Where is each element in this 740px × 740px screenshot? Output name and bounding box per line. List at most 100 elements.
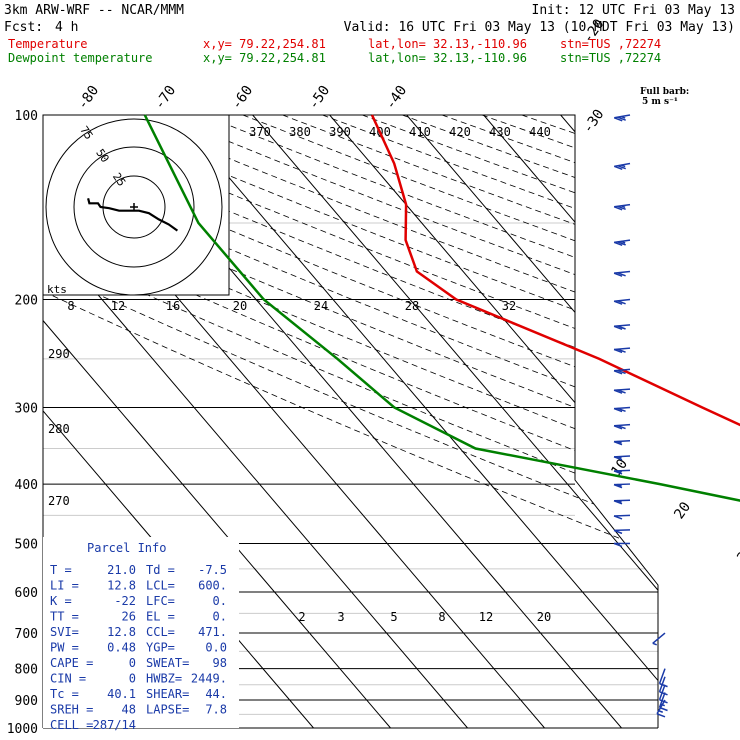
wind-barb [613, 270, 631, 277]
parcel-info-cell: LAPSE= [146, 703, 189, 717]
dewpoint-legend-stn: stn=TUS ,72274 [560, 51, 661, 65]
wind-barb [613, 455, 631, 461]
wind-barb-flag [613, 407, 623, 413]
forecast-hour: 4 h [55, 20, 78, 35]
parcel-info-cell: SHEAR= [146, 687, 189, 701]
dry-adiabat [43, 115, 658, 728]
mixing-ratio-bottom-label: 8 [438, 610, 445, 624]
mixing-ratio-bottom-label: 3 [337, 610, 344, 624]
wind-barb-shaft [613, 324, 631, 328]
parcel-info-cell: SWEAT= [146, 656, 189, 670]
mixing-ratio-bottom-label: 12 [479, 610, 493, 624]
parcel-info-cell: -22 [114, 594, 136, 608]
parcel-info-cell: LCL= [146, 579, 175, 593]
parcel-info-cell: Td = [146, 563, 175, 577]
isotherm-tick-label: -50 [306, 83, 334, 113]
wind-barb-flag [613, 456, 623, 461]
isotherm-line [43, 115, 391, 728]
mixing-ratio-bottom-label: 5 [390, 610, 397, 624]
wind-barb-flag [613, 325, 623, 331]
wind-barb-flag [617, 348, 626, 353]
parcel-info-cell: 7.8 [205, 703, 227, 717]
wind-barb-shaft [613, 469, 631, 472]
mixing-ratio-top-label: 8 [67, 299, 74, 313]
parcel-info-cell: CAPE = [50, 656, 93, 670]
wind-barb-flag [617, 407, 626, 413]
parcel-info-cell: 44. [205, 687, 227, 701]
parcel-info-cell: CIN = [50, 672, 86, 686]
plot-frame-right [43, 114, 659, 728]
parcel-info-background [43, 537, 239, 728]
wind-barb [613, 239, 631, 247]
wind-barb-half [617, 440, 622, 444]
wind-barb-flag [613, 529, 623, 535]
wind-barb-flag [613, 272, 623, 277]
wind-barb-flag [659, 682, 668, 688]
mixing-ratio-top-label: 12 [111, 299, 125, 313]
parcel-info-title: Parcel Info [87, 541, 166, 555]
parcel-info-cell: T = [50, 563, 72, 577]
wind-barb [613, 499, 631, 505]
wind-barb-flag [613, 241, 623, 247]
dry-adiabat [322, 115, 658, 728]
wind-barb-flag [617, 325, 626, 330]
theta-label: 440 [529, 125, 551, 139]
isotherm-line [637, 115, 658, 728]
isotherm-tick-label: -30 [580, 107, 608, 137]
parcel-info-cell: 2449. [191, 672, 227, 686]
parcel-info-cell: -7.5 [198, 563, 227, 577]
wind-barb [613, 423, 631, 430]
isotherm-tick-label: 10 [608, 456, 631, 479]
wind-barb-flag [617, 165, 626, 170]
wind-barb-flag [613, 542, 623, 548]
parcel-info-cell: EL = [146, 610, 175, 624]
mixing-ratio-bottom-label: 20 [537, 610, 551, 624]
wind-barb [613, 440, 631, 446]
wind-barb-shaft [613, 368, 631, 372]
dry-adiabat [43, 115, 658, 728]
isotherm-tick-label: -60 [229, 83, 257, 113]
wind-barb-shaft [613, 499, 631, 502]
isotherm-line [560, 115, 658, 728]
wind-barb-half [617, 499, 622, 503]
pressure-tick-label: 900 [15, 694, 38, 709]
wind-barb [613, 203, 631, 211]
wind-barb [613, 388, 631, 394]
dry-adiabat [43, 115, 658, 728]
wind-barb-flag [617, 116, 626, 121]
wind-barb-shaft [658, 676, 666, 693]
wind-barb-flag [613, 425, 623, 430]
wind-barb-shaft [613, 514, 631, 517]
isotherm-line [715, 115, 740, 728]
isotherm-tick-label: -70 [152, 83, 180, 113]
wind-barb-flag [617, 300, 626, 305]
wind-barb-flag [613, 206, 623, 211]
isotherm-line [483, 115, 658, 728]
wind-barb-half [620, 240, 626, 244]
barb-legend-line2: 5 m s⁻¹ [642, 97, 678, 107]
mixing-ratio-bottom-label: 2 [298, 610, 305, 624]
parcel-info-cell: 287/14 [93, 718, 136, 732]
pressure-tick-label: 500 [15, 537, 38, 552]
parcel-info-cell: 21.0 [107, 563, 136, 577]
mixing-ratio-top-label: 32 [502, 299, 516, 313]
wind-barb-half [652, 642, 658, 646]
wind-barb [658, 676, 668, 696]
parcel-info-cell: TT = [50, 610, 79, 624]
isotherm-line [252, 115, 658, 728]
wind-barb-flag [613, 483, 623, 489]
parcel-info-cell: CCL= [146, 625, 175, 639]
wind-barb-flag [613, 440, 623, 446]
parcel-info-cell: SREH = [50, 703, 93, 717]
pressure-tick-label: 100 [15, 109, 38, 124]
mixing-ratio-top-label: 20 [233, 299, 247, 313]
parcel-info-cell: 0.48 [107, 641, 136, 655]
parcel-info-cell: LFC= [146, 594, 175, 608]
mixing-ratio-top-label: 24 [314, 299, 328, 313]
temperature-profile-line [370, 114, 740, 427]
dewpoint-legend-label: Dewpoint temperature [8, 51, 153, 65]
parcel-info-cell: 0. [213, 610, 227, 624]
parcel-info-cell: 12.8 [107, 579, 136, 593]
wind-barb [613, 114, 631, 122]
